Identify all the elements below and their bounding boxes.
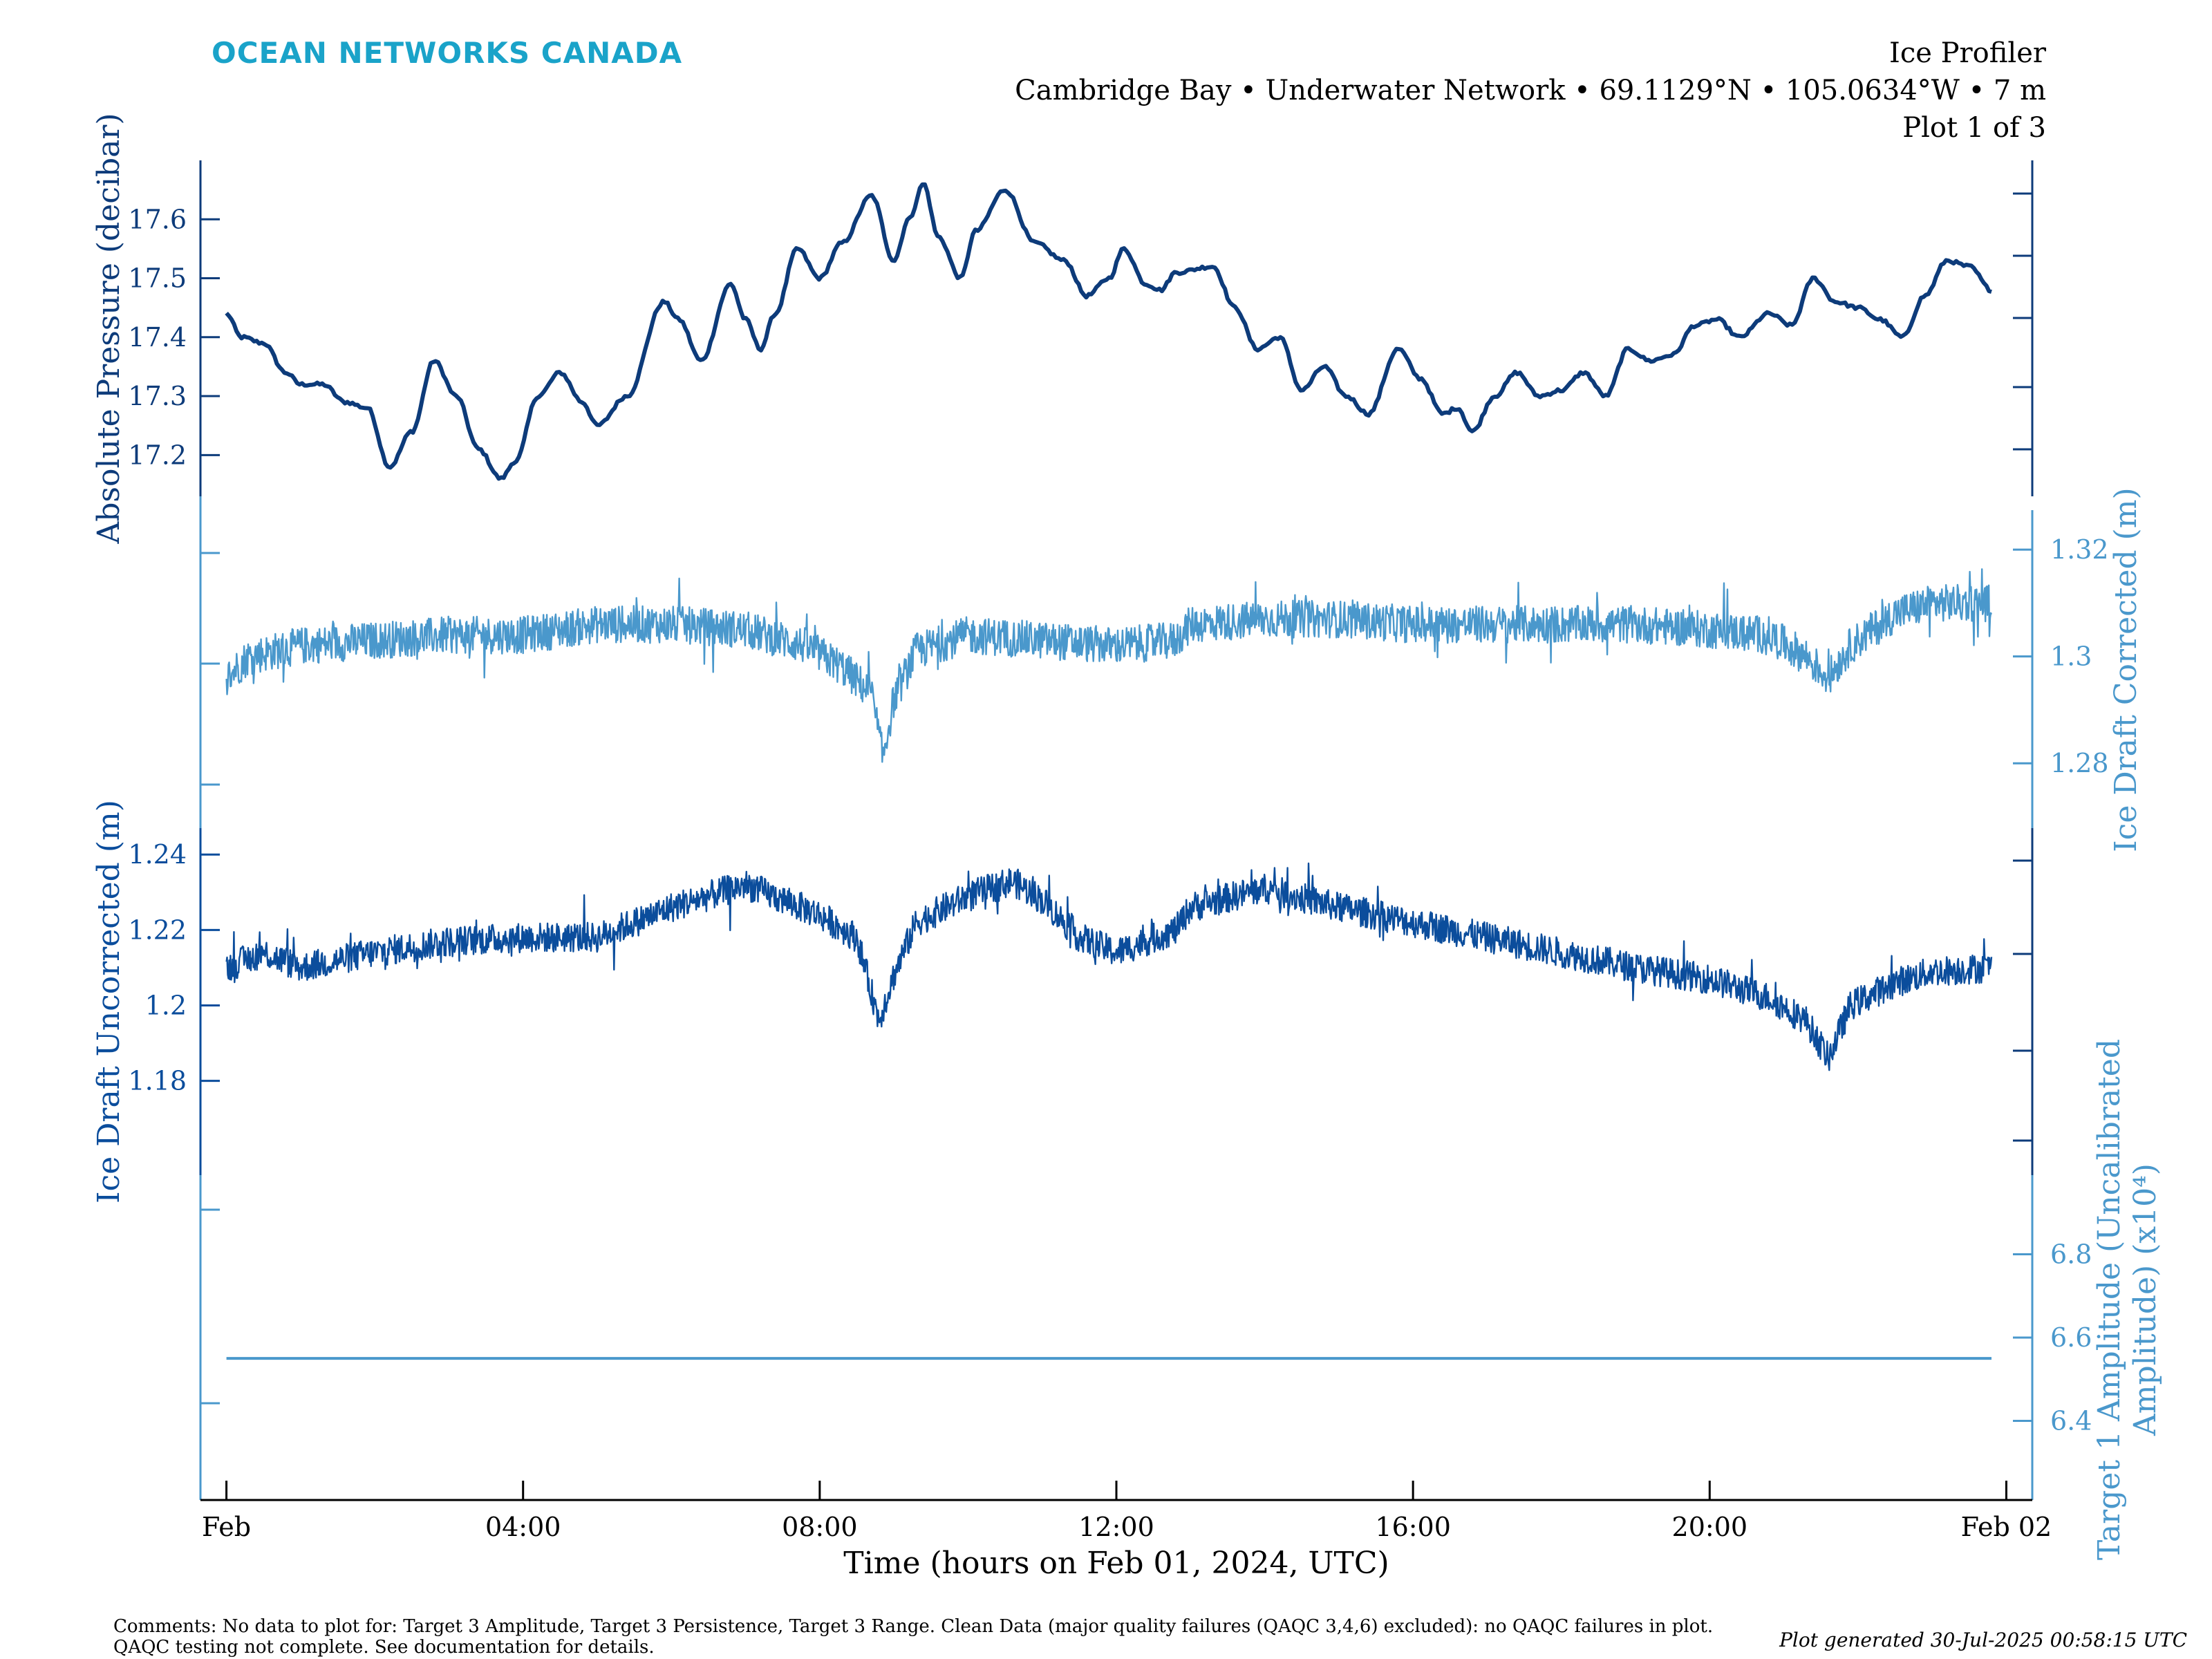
brand-logo: OCEAN NETWORKS CANADA	[212, 36, 683, 70]
y-tick-label: 17.6	[128, 204, 187, 234]
y-tick-label: 17.5	[128, 263, 187, 294]
y-tick-label: 1.18	[128, 1066, 187, 1096]
plot-index: Plot 1 of 3	[1902, 112, 2046, 144]
y-tick-label: 1.22	[128, 915, 187, 945]
x-tick-label: Feb 02	[1961, 1512, 2052, 1542]
series-line	[225, 182, 1992, 481]
x-tick-label: 08:00	[782, 1512, 858, 1542]
y-tick-label: 1.2	[145, 990, 187, 1020]
comments-text: Comments: No data to plot for: Target 3 …	[113, 1616, 1714, 1658]
y-tick-label: 17.3	[128, 381, 187, 411]
x-tick-label: 20:00	[1672, 1512, 1748, 1542]
y-tick-label: 6.4	[2050, 1406, 2092, 1436]
x-tick-label: 16:00	[1375, 1512, 1451, 1542]
y-tick-label: 6.6	[2050, 1322, 2092, 1353]
series-line	[225, 568, 1993, 763]
y-tick-label: 17.4	[128, 322, 187, 353]
y-tick-label: 1.3	[2050, 641, 2092, 672]
y-axis-title: Ice Draft Corrected (m)	[2108, 487, 2144, 852]
y-axis-title: Absolute Pressure (decibar)	[91, 113, 126, 544]
location-subtitle: Cambridge Bay • Underwater Network • 69.…	[1015, 75, 2046, 106]
y-axis-title-line: Target 1 Amplitude (Uncalibrated	[2092, 1039, 2127, 1560]
y-tick-label: 1.32	[2050, 534, 2109, 565]
x-tick-label: Feb	[202, 1512, 251, 1542]
y-axis-title-line: Amplitude) (x10⁴)	[2128, 1163, 2163, 1436]
y-tick-label: 1.28	[2050, 748, 2109, 778]
y-tick-label: 6.8	[2050, 1239, 2092, 1269]
chart-layer: Feb 04:00 08:00 12:00 16:00 20:00 Feb 02 Time (…	[91, 113, 2163, 1581]
y-tick-label: 17.2	[128, 440, 187, 470]
y-tick-label: 1.24	[128, 839, 187, 870]
generated-timestamp: Plot generated 30-Jul-2025 00:58:15 UTC	[1779, 1629, 2187, 1651]
instrument-title: Ice Profiler	[1889, 37, 2046, 69]
series-line	[225, 862, 1993, 1071]
x-tick-label: 12:00	[1078, 1512, 1154, 1542]
x-tick-label: 04:00	[485, 1512, 561, 1542]
x-axis-title: Time (hours on Feb 01, 2024, UTC)	[843, 1546, 1389, 1581]
y-axis-title: Ice Draft Uncorrected (m)	[91, 800, 126, 1203]
